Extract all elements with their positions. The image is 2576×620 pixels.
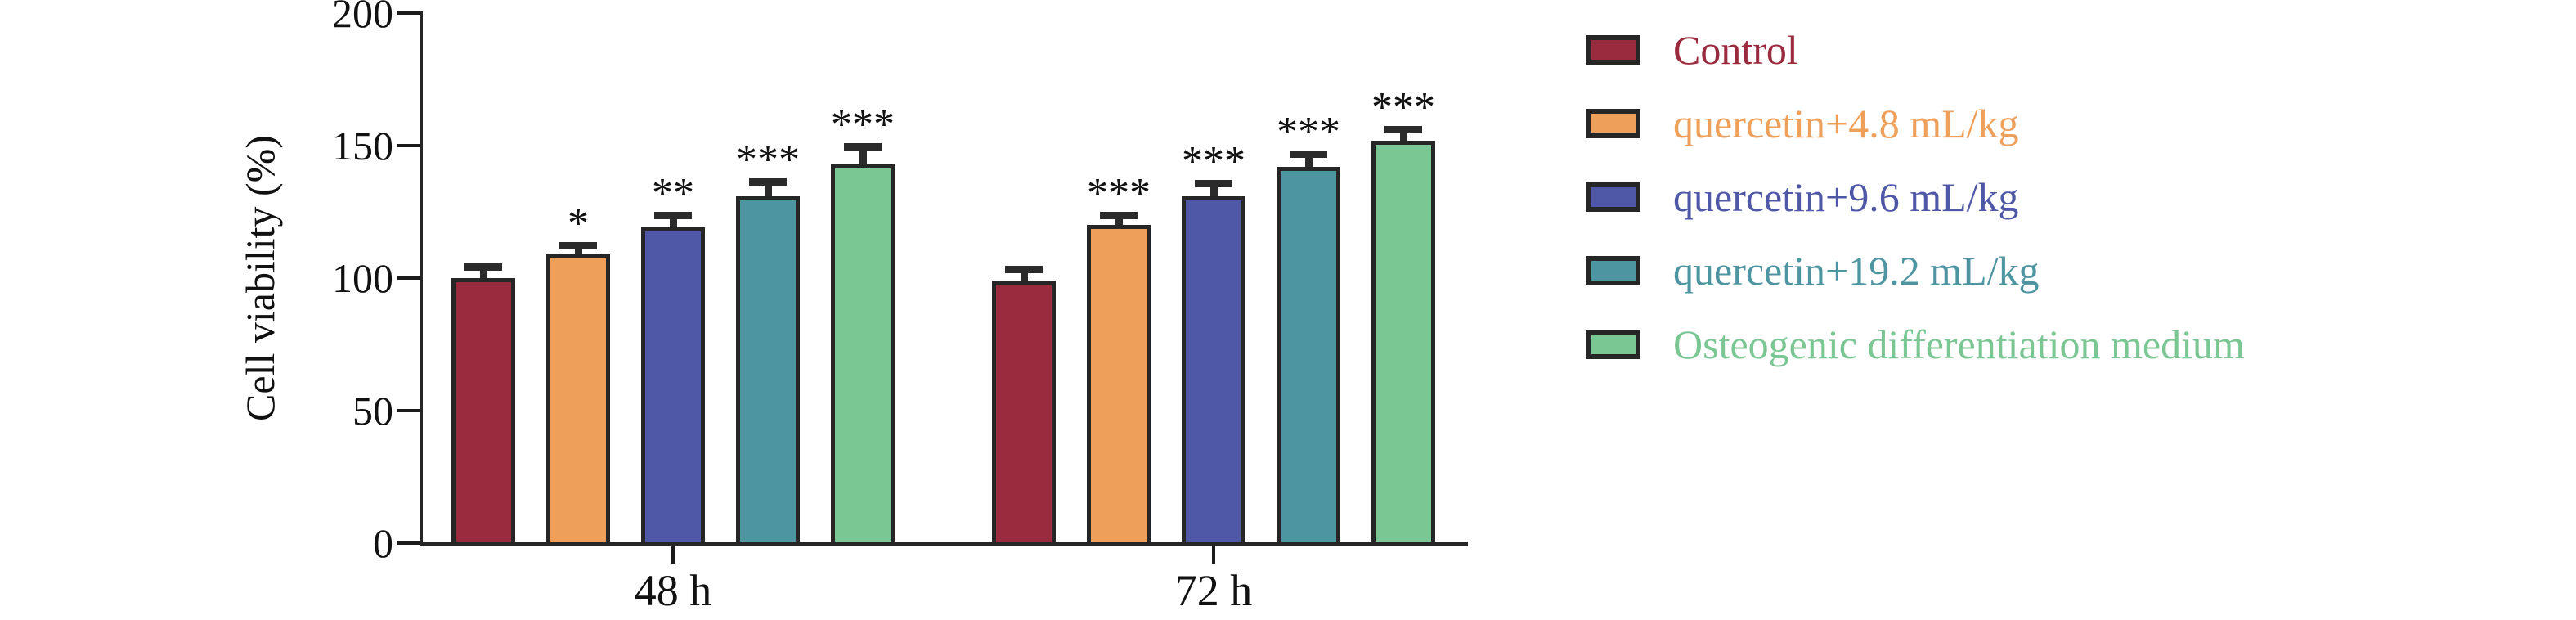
error-bar-stem: [859, 146, 867, 179]
legend-label-control: Control: [1673, 27, 1798, 73]
error-bar-cap: [1100, 211, 1138, 219]
legend-swatch-quercetin-4.8-ml-kg: [1586, 109, 1640, 138]
bar-quercetin-4.8-ml-kg-48h: [546, 254, 610, 546]
error-bar-cap: [844, 142, 882, 151]
x-tick-mark: [671, 546, 675, 564]
y-tick-label: 50: [352, 388, 393, 434]
error-bar-cap: [1005, 266, 1043, 274]
legend-swatch-osteogenic-differentiation-medium: [1586, 330, 1640, 359]
bar-quercetin-19.2-ml-kg-72h: [1277, 166, 1340, 546]
significance-marker: *: [568, 200, 589, 248]
bar-control-72h: [992, 281, 1056, 546]
legend-item-quercetin-4.8-ml-kg: quercetin+4.8 mL/kg: [1586, 101, 2019, 146]
significance-marker: ***: [1087, 169, 1151, 217]
significance-marker: ***: [1277, 109, 1340, 156]
legend-item-quercetin-9.6-ml-kg: quercetin+9.6 mL/kg: [1586, 175, 2019, 219]
significance-marker: ***: [736, 137, 800, 184]
y-axis-line: [420, 11, 423, 546]
legend-item-quercetin-19.2-ml-kg: quercetin+19.2 mL/kg: [1586, 249, 2040, 293]
legend-item-osteogenic-differentiation-medium: Osteogenic differentiation medium: [1586, 322, 2245, 366]
legend-label-quercetin-9.6-ml-kg: quercetin+9.6 mL/kg: [1673, 174, 2019, 220]
y-tick-mark: [397, 409, 420, 412]
bar-control-48h: [451, 278, 515, 546]
y-tick-mark: [397, 541, 420, 545]
legend-item-control: Control: [1586, 28, 1798, 72]
error-bar-cap: [1290, 151, 1327, 159]
bar-osteogenic-differentiation-medium-48h: [831, 164, 895, 546]
x-category-label: 48 h: [634, 566, 712, 615]
legend-swatch-control: [1586, 35, 1640, 65]
error-bar-cap: [559, 242, 597, 250]
bar-quercetin-9.6-ml-kg-48h: [641, 227, 705, 546]
legend-swatch-quercetin-9.6-ml-kg: [1586, 182, 1640, 212]
significance-marker: ***: [1182, 137, 1245, 185]
bar-quercetin-4.8-ml-kg-72h: [1087, 225, 1151, 546]
bar-quercetin-19.2-ml-kg-48h: [736, 195, 800, 546]
error-bar-cap: [1384, 125, 1422, 133]
x-tick-mark: [1212, 546, 1215, 564]
y-tick-label: 0: [373, 520, 393, 566]
error-bar-cap: [654, 211, 692, 219]
y-tick-mark: [397, 144, 420, 147]
legend-label-osteogenic-differentiation-medium: Osteogenic differentiation medium: [1673, 321, 2245, 367]
significance-marker: ***: [831, 101, 895, 148]
y-tick-label: 200: [332, 0, 393, 36]
bar-osteogenic-differentiation-medium-72h: [1371, 140, 1435, 546]
error-bar-cap: [464, 263, 502, 272]
legend-label-quercetin-4.8-ml-kg: quercetin+4.8 mL/kg: [1673, 101, 2019, 146]
y-tick-mark: [397, 11, 420, 15]
legend-label-quercetin-19.2-ml-kg: quercetin+19.2 mL/kg: [1673, 248, 2040, 294]
significance-marker: ***: [1371, 83, 1435, 131]
x-category-label: 72 h: [1174, 566, 1253, 615]
y-tick-label: 100: [332, 255, 393, 301]
y-tick-label: 150: [332, 123, 393, 168]
x-axis-line: [420, 542, 1468, 546]
y-tick-mark: [397, 276, 420, 280]
bar-quercetin-9.6-ml-kg-72h: [1182, 195, 1245, 546]
legend-swatch-quercetin-19.2-ml-kg: [1586, 256, 1640, 285]
error-bar-cap: [749, 178, 787, 186]
error-bar-cap: [1195, 179, 1232, 187]
significance-marker: **: [652, 169, 694, 217]
